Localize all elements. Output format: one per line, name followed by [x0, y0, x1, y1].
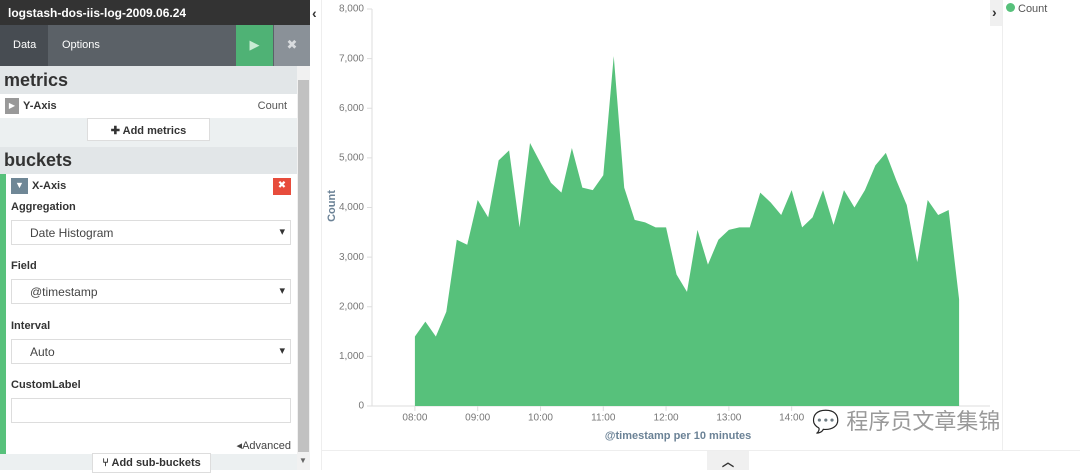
tab-bar: Data Options ▶ ✖ [0, 25, 310, 72]
y-axis-label: Count [326, 190, 338, 222]
y-tick-label: 7,000 [339, 53, 364, 64]
advanced-link[interactable]: ◂Advanced [237, 439, 291, 452]
agg-title: X-Axis [32, 180, 67, 192]
label: Add sub-buckets [111, 457, 201, 469]
discard-button[interactable]: ✖ [274, 25, 310, 66]
y-tick-label: 3,000 [339, 252, 364, 263]
icon: ◂ [236, 440, 243, 452]
x-tick-label: 11:00 [591, 413, 616, 424]
tab[interactable]: Data [0, 25, 48, 66]
section-title: buckets [0, 147, 297, 174]
toggle[interactable]: ▶ [5, 98, 19, 114]
remove-button[interactable]: ✖ [273, 178, 291, 195]
editor-panel: logstash-dos-iis-log-2009.06.24 Data Opt… [0, 0, 310, 473]
agg-value: Count [257, 100, 287, 112]
legend-label: Count [1018, 3, 1048, 15]
icon: ⑂ [102, 457, 112, 469]
watermark-text: 程序员文章集锦 [846, 410, 1001, 435]
toggle[interactable]: ▼ [11, 178, 28, 194]
field-label: Aggregation [11, 201, 76, 213]
x-tick-label: 09:00 [465, 413, 490, 424]
metric-row[interactable]: ▶ Y-Axis Count [0, 94, 297, 118]
label: Add metrics [122, 125, 187, 137]
divider [1002, 0, 1003, 450]
bucket-stripe [0, 174, 6, 454]
y-tick-label: 2,000 [339, 301, 364, 312]
select[interactable]: Date Histogram [11, 220, 291, 245]
text-input[interactable] [11, 398, 291, 423]
x-tick-label: 10:00 [528, 413, 553, 424]
scrollbar-thumb[interactable] [298, 80, 309, 452]
scrollbar[interactable]: ▼ [297, 66, 310, 470]
field-label: Interval [11, 320, 51, 332]
field-label: Field [11, 260, 37, 272]
y-tick-label: 6,000 [339, 103, 364, 114]
index-title: logstash-dos-iis-log-2009.06.24 [0, 0, 310, 25]
icon: ✚ [110, 125, 123, 137]
x-tick-label: 14:00 [779, 413, 804, 424]
section-title: metrics [0, 66, 297, 94]
chart: Count @timestamp per 10 minutes 0 1,000 2,… [326, 4, 990, 442]
icon: 💬 [812, 410, 847, 435]
field-label: CustomLabel [11, 379, 81, 391]
legend-toggle[interactable]: › [990, 0, 1003, 26]
x-tick-label: 13:00 [716, 413, 741, 424]
bucket-editor: ▼ X-Axis ✖ Aggregation Date Histogram Fi… [0, 174, 297, 454]
label: Advanced [242, 440, 291, 452]
watermark: 💬 程序员文章集锦 [812, 404, 1000, 436]
apply-button[interactable]: ▶ [236, 25, 273, 66]
area [414, 56, 960, 407]
y-tick-label: 8,000 [339, 4, 364, 15]
add-metrics-button[interactable]: ✚ Add metrics [87, 118, 210, 141]
y-tick-label: 1,000 [339, 351, 364, 362]
y-tick-label: 0 [358, 401, 364, 412]
x-tick-label: 08:00 [402, 413, 427, 424]
collapse-toggle[interactable]: ‹ [310, 0, 322, 470]
agg-title: Y-Axis [23, 100, 57, 112]
tab[interactable]: Options [62, 39, 100, 51]
x-tick-label: 12:00 [654, 413, 679, 424]
y-tick-label: 4,000 [339, 202, 364, 213]
spy-toggle[interactable]: ︿ [707, 451, 749, 470]
scroll-arrow[interactable]: ▼ [299, 456, 307, 465]
add-sub-buckets-button[interactable]: ⑂ Add sub-buckets [92, 453, 211, 473]
legend-swatch [1006, 3, 1015, 12]
x-axis-label: @timestamp per 10 minutes [605, 430, 751, 442]
select[interactable]: @timestamp [11, 279, 291, 304]
divider [322, 450, 1080, 451]
legend-item[interactable]: Count [1006, 3, 1047, 15]
select[interactable]: Auto [11, 339, 291, 364]
y-tick-label: 5,000 [339, 153, 364, 164]
